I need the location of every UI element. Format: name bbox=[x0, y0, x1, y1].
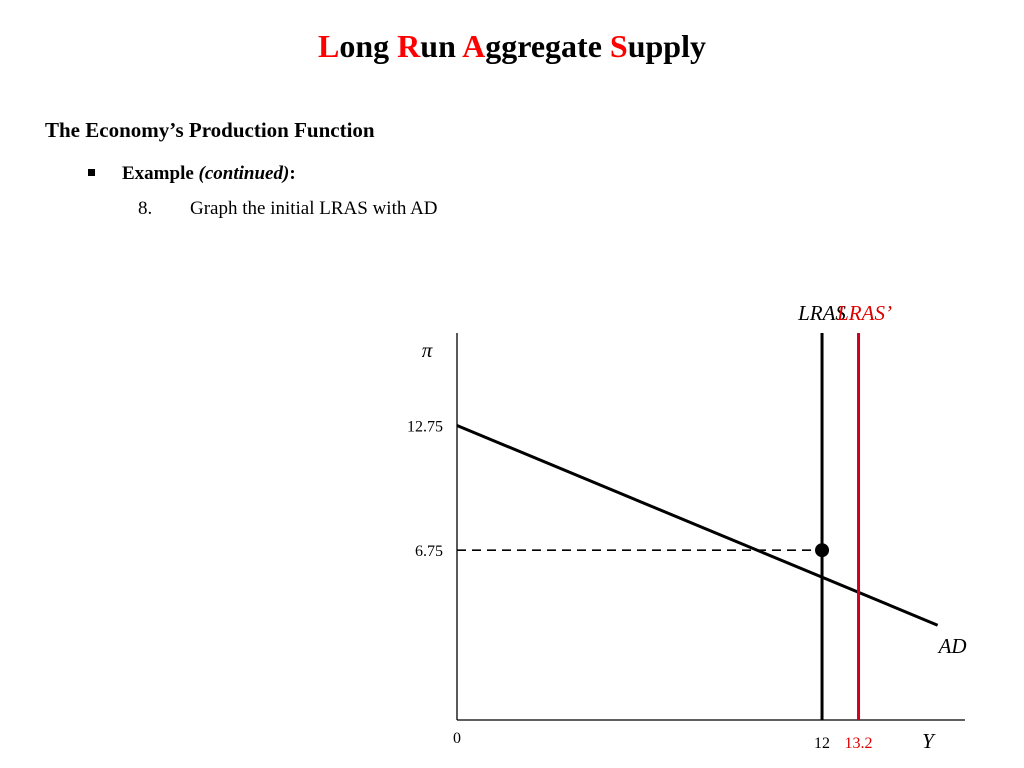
y-tick-label: 6.75 bbox=[415, 543, 443, 560]
title-part: Supply bbox=[609, 28, 706, 64]
slide-title: Long Run Aggregate Supply bbox=[0, 26, 1024, 66]
ad-curve bbox=[456, 424, 939, 627]
series-label-lras: LRAS bbox=[797, 301, 846, 325]
x-tick-label: 12 bbox=[814, 735, 830, 752]
series-label-lras-new: LRAS’ bbox=[836, 301, 892, 325]
bullet-colon: : bbox=[289, 163, 296, 184]
x-tick-label: 13.2 bbox=[845, 735, 873, 752]
numbered-step: 8. Graph the initial LRAS with AD bbox=[138, 196, 438, 222]
bullet-item: Example (continued): bbox=[88, 161, 296, 187]
origin-label: 0 bbox=[453, 730, 461, 747]
step-text: Graph the initial LRAS with AD bbox=[190, 198, 438, 219]
step-number: 8. bbox=[138, 198, 153, 219]
square-bullet-icon bbox=[88, 169, 95, 177]
bullet-label: Example bbox=[122, 163, 194, 184]
title-part: Long bbox=[318, 28, 398, 64]
series-label-ad: AD bbox=[937, 634, 967, 658]
bullet-qualifier: (continued) bbox=[198, 163, 290, 184]
y-tick-label: 12.75 bbox=[407, 418, 443, 435]
equilibrium-point bbox=[815, 543, 830, 558]
x-axis-label: Y bbox=[922, 729, 936, 753]
section-heading: The Economy’s Production Function bbox=[45, 118, 375, 142]
title-part: Run bbox=[397, 28, 463, 64]
y-axis-label: π bbox=[422, 338, 433, 362]
title-part: Aggregate bbox=[462, 28, 610, 64]
